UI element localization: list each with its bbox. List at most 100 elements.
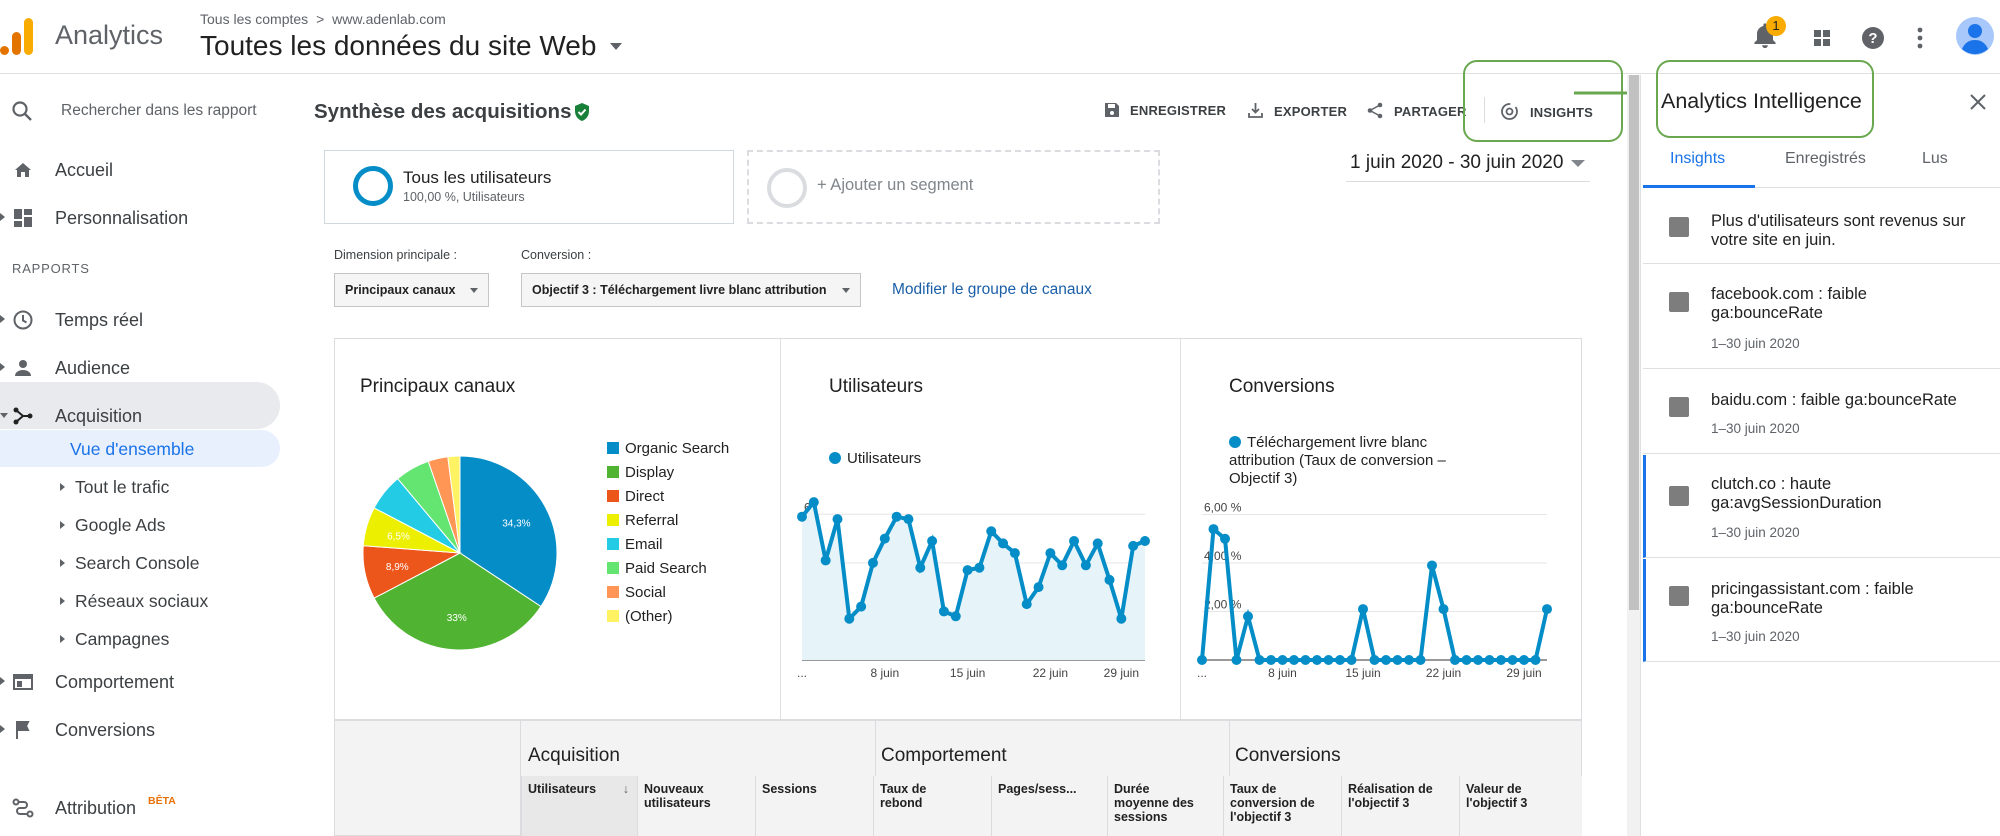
- data-point: [1496, 655, 1506, 665]
- table-column-header[interactable]: Valeur de l'objectif 3: [1459, 776, 1582, 836]
- tab-saved[interactable]: Enregistrés: [1785, 150, 1866, 167]
- sidebar-item-realtime[interactable]: Temps réel: [0, 297, 280, 343]
- data-point: [1507, 655, 1518, 665]
- sidebar-item-attribution[interactable]: Attribution BÊTA: [0, 785, 280, 831]
- table-column-header[interactable]: Pages/sess...: [991, 776, 1107, 836]
- chevron-right-icon: [60, 521, 65, 529]
- table-column-header[interactable]: Taux de rebond: [873, 776, 991, 836]
- sidebar-item-audience[interactable]: Audience: [0, 345, 280, 391]
- legend-label: Paid Search: [625, 560, 707, 577]
- data-point: [1080, 560, 1091, 571]
- pie-chart[interactable]: 34,3% 33% 8,9% 6,5%: [355, 448, 565, 658]
- bar-chart-icon: [1669, 486, 1689, 506]
- sidebar-item-home[interactable]: Accueil: [0, 147, 280, 193]
- x-tick-label: 29 juin: [1104, 666, 1139, 680]
- scrollbar-thumb[interactable]: [1629, 75, 1639, 610]
- sidebar-subitem-campaigns[interactable]: Campagnes: [60, 629, 169, 650]
- x-tick-label: 22 juin: [1426, 666, 1461, 680]
- table-column-header[interactable]: Utilisateurs ↓: [521, 776, 637, 836]
- sidebar-subitem-google-ads[interactable]: Google Ads: [60, 515, 165, 536]
- conversions-legend-label: Téléchargement livre blanc attribution (…: [1229, 434, 1446, 487]
- tab-insights[interactable]: Insights: [1670, 150, 1726, 167]
- sidebar-item-label: Tout le trafic: [75, 477, 170, 497]
- breadcrumb-property[interactable]: www.adenlab.com: [332, 11, 446, 27]
- tab-divider: [1643, 187, 2000, 188]
- legend-item[interactable]: Organic Search: [607, 440, 777, 464]
- data-point: [950, 611, 961, 622]
- active-tab-indicator: [1643, 185, 1755, 188]
- pie-chart-title: Principaux canaux: [360, 376, 516, 397]
- breadcrumb-accounts[interactable]: Tous les comptes: [200, 11, 309, 27]
- chevron-down-icon: [0, 413, 8, 418]
- pie-slice-label: 34,3%: [502, 519, 530, 530]
- legend-item[interactable]: Referral: [607, 512, 777, 536]
- sidebar-subitem-overview[interactable]: Vue d'ensemble: [0, 430, 280, 467]
- share-button[interactable]: PARTAGER: [1367, 102, 1467, 119]
- sidebar-item-customization[interactable]: Personnalisation: [0, 195, 280, 241]
- table-column-header[interactable]: Sessions: [755, 776, 873, 836]
- data-point: [915, 562, 926, 573]
- dimension-select[interactable]: Principaux canaux: [334, 273, 489, 307]
- sidebar-item-acquisition[interactable]: Acquisition: [0, 393, 280, 439]
- data-point: [1461, 655, 1472, 665]
- sidebar-item-label: Attribution: [55, 798, 137, 818]
- insight-card[interactable]: baidu.com : faible ga:bounceRate 1–30 ju…: [1643, 370, 2000, 454]
- legend-item[interactable]: (Other): [607, 608, 777, 632]
- column-label: Utilisateurs: [528, 782, 597, 796]
- data-point: [1427, 560, 1437, 571]
- data-point: [962, 565, 973, 576]
- help-icon[interactable]: ?: [1853, 18, 1893, 58]
- y-tick-label: 6,00 %: [1204, 501, 1242, 515]
- sidebar-subitem-social[interactable]: Réseaux sociaux: [60, 591, 208, 612]
- close-icon[interactable]: [1968, 92, 1988, 112]
- legend-item[interactable]: Social: [607, 584, 777, 608]
- search-input[interactable]: Rechercher dans les rapport: [61, 102, 257, 119]
- chevron-right-icon: [0, 725, 5, 733]
- sidebar-subitem-all-traffic[interactable]: Tout le trafic: [60, 477, 169, 498]
- conversions-chart[interactable]: 6,00 %4,00 %2,00 %... 8 juin 15 juin 22 jui…: [1190, 495, 1560, 680]
- attribution-icon: [12, 797, 34, 819]
- avatar[interactable]: [1955, 16, 1995, 56]
- insight-card[interactable]: facebook.com : faible ga:bounceRate 1–30…: [1643, 265, 2000, 369]
- legend-item[interactable]: Paid Search: [607, 560, 777, 584]
- modify-channel-group-link[interactable]: Modifier le groupe de canaux: [892, 281, 1092, 298]
- conversion-select[interactable]: Objectif 3 : Téléchargement livre blanc …: [521, 273, 861, 307]
- legend-item[interactable]: Display: [607, 464, 777, 488]
- table-group-behavior: Comportement: [881, 745, 1007, 766]
- add-segment-card[interactable]: + Ajouter un segment: [747, 150, 1160, 224]
- analytics-logo-icon[interactable]: [0, 18, 36, 56]
- table-column-header[interactable]: Nouveaux utilisateurs: [637, 776, 755, 836]
- sidebar-item-label: Acquisition: [55, 406, 143, 426]
- more-icon[interactable]: [1900, 18, 1940, 58]
- view-selector[interactable]: Toutes les données du site Web: [200, 30, 623, 62]
- insight-card[interactable]: Plus d'utilisateurs sont revenus sur vot…: [1643, 190, 2000, 264]
- legend-item[interactable]: Email: [607, 536, 777, 560]
- tab-read[interactable]: Lus: [1922, 150, 1948, 167]
- table-column-header[interactable]: Taux de conversion de l'objectif 3: [1223, 776, 1341, 836]
- table-column-header[interactable]: Durée moyenne des sessions: [1107, 776, 1223, 836]
- sidebar-item-label: Accueil: [55, 160, 114, 180]
- save-button[interactable]: ENREGISTRER: [1104, 102, 1226, 118]
- insight-card[interactable]: clutch.co : haute ga:avgSessionDuration …: [1643, 455, 2000, 558]
- sidebar-subitem-search-console[interactable]: Search Console: [60, 553, 200, 574]
- table-column-header[interactable]: Réalisation de l'objectif 3: [1341, 776, 1459, 836]
- sidebar-item-conversions[interactable]: Conversions: [0, 707, 280, 753]
- data-point: [1128, 540, 1139, 551]
- sidebar-item-behavior[interactable]: Comportement: [0, 659, 280, 705]
- segment-card[interactable]: Tous les utilisateurs 100,00 %, Utilisat…: [324, 150, 734, 224]
- insights-button[interactable]: INSIGHTS: [1500, 102, 1593, 121]
- legend-item[interactable]: Direct: [607, 488, 777, 512]
- date-range-picker[interactable]: 1 juin 2020 - 30 juin 2020: [1346, 150, 1590, 182]
- export-button[interactable]: EXPORTER: [1247, 102, 1347, 119]
- data-point: [974, 562, 985, 573]
- data-point: [927, 536, 938, 546]
- export-icon: [1247, 102, 1264, 119]
- sidebar-search[interactable]: Rechercher dans les rapport: [0, 92, 300, 132]
- chevron-right-icon: [60, 635, 65, 643]
- breadcrumb[interactable]: Tous les comptes > www.adenlab.com: [200, 11, 446, 27]
- apps-icon[interactable]: [1802, 18, 1842, 58]
- sidebar-item-acquisition-highlight: [0, 382, 280, 429]
- insight-card[interactable]: pricingassistant.com : faible ga:bounceR…: [1643, 559, 2000, 662]
- chart-divider: [780, 339, 781, 719]
